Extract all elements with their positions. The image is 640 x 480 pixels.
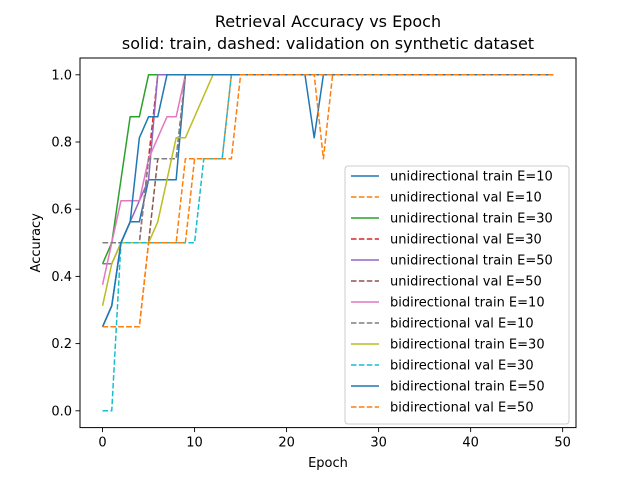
y-axis-label: Accuracy: [29, 213, 44, 273]
x-tick-label: 0: [98, 436, 106, 451]
series-line-bidirectional-val-e-50: [102, 74, 554, 328]
y-tick-label: 0.2: [51, 337, 72, 352]
series-line-bidirectional-train-e-10: [101, 74, 187, 285]
y-tick-label: 1.0: [51, 68, 72, 83]
legend-label: unidirectional train E=10: [390, 170, 553, 185]
legend-label: unidirectional val E=30: [390, 233, 542, 248]
x-tick-label: 10: [186, 436, 203, 451]
legend-label: unidirectional val E=10: [390, 191, 542, 206]
legend: unidirectional train E=10 unidirectional …: [344, 165, 570, 425]
legend-label: bidirectional val E=30: [390, 359, 534, 374]
chart-subtitle: solid: train, dashed: validation on synt…: [122, 34, 534, 53]
y-tick-label: 0.4: [51, 270, 72, 285]
legend-box: [344, 165, 570, 425]
legend-label: unidirectional train E=50: [390, 254, 553, 269]
legend-label: bidirectional val E=50: [390, 401, 534, 416]
axes-frame: [79, 57, 577, 429]
x-tick-label: 20: [278, 436, 295, 451]
legend-label: bidirectional val E=10: [390, 317, 534, 332]
axis-ticks: 0 10 20 30 40 50 0.0 0.2 0.4 0.6 0.8 1.0: [51, 68, 571, 450]
legend-label: bidirectional train E=30: [390, 338, 545, 353]
y-tick-label: 0.8: [51, 136, 72, 151]
x-tick-label: 40: [462, 436, 479, 451]
x-tick-label: 50: [554, 436, 571, 451]
chart-title: Retrieval Accuracy vs Epoch: [215, 12, 441, 31]
y-tick-label: 0.6: [51, 203, 72, 218]
x-tick-label: 30: [370, 436, 387, 451]
series-layer: [101, 74, 554, 412]
legend-label: unidirectional val E=50: [390, 275, 542, 290]
legend-label: bidirectional train E=50: [390, 380, 545, 395]
y-tick-label: 0.0: [51, 404, 72, 419]
legend-label: unidirectional train E=30: [390, 212, 553, 227]
legend-label: bidirectional train E=10: [390, 296, 545, 311]
x-axis-label: Epoch: [308, 456, 348, 471]
